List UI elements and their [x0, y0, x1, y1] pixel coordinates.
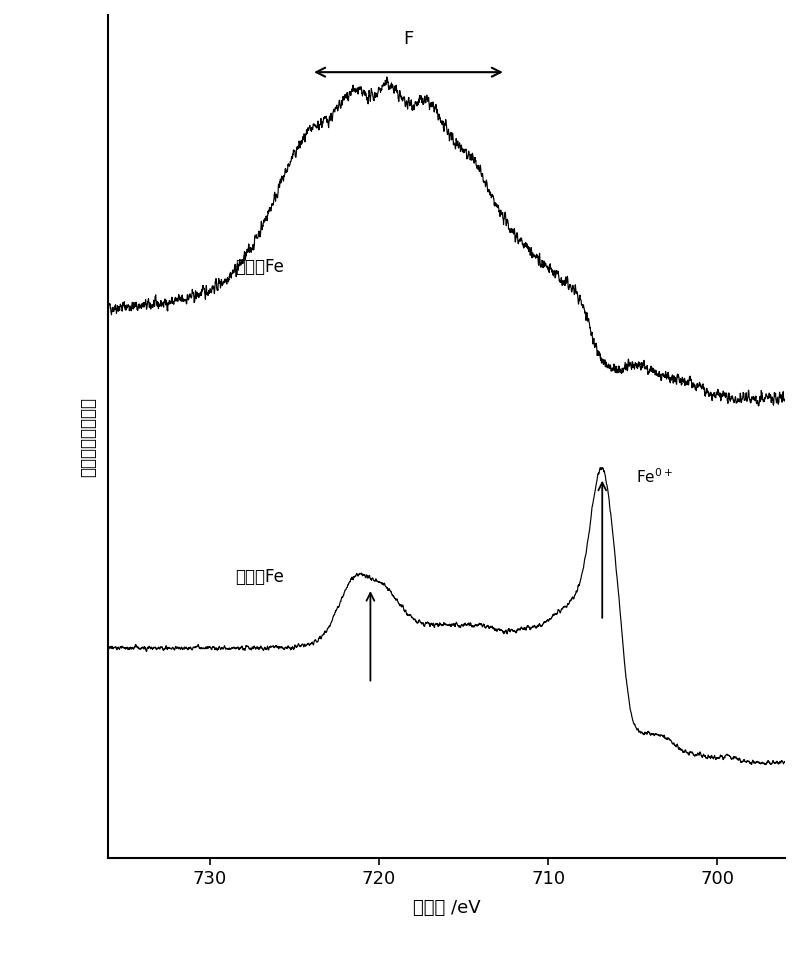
Text: Fe$^{0+}$: Fe$^{0+}$: [636, 468, 673, 486]
Y-axis label: 强度（任意单位）: 强度（任意单位）: [79, 396, 97, 477]
Text: F: F: [403, 30, 414, 49]
Text: 堆积有Fe: 堆积有Fe: [235, 568, 284, 586]
Text: 未堆积Fe: 未堆积Fe: [235, 258, 284, 277]
X-axis label: 结合能 /eV: 结合能 /eV: [413, 899, 480, 918]
